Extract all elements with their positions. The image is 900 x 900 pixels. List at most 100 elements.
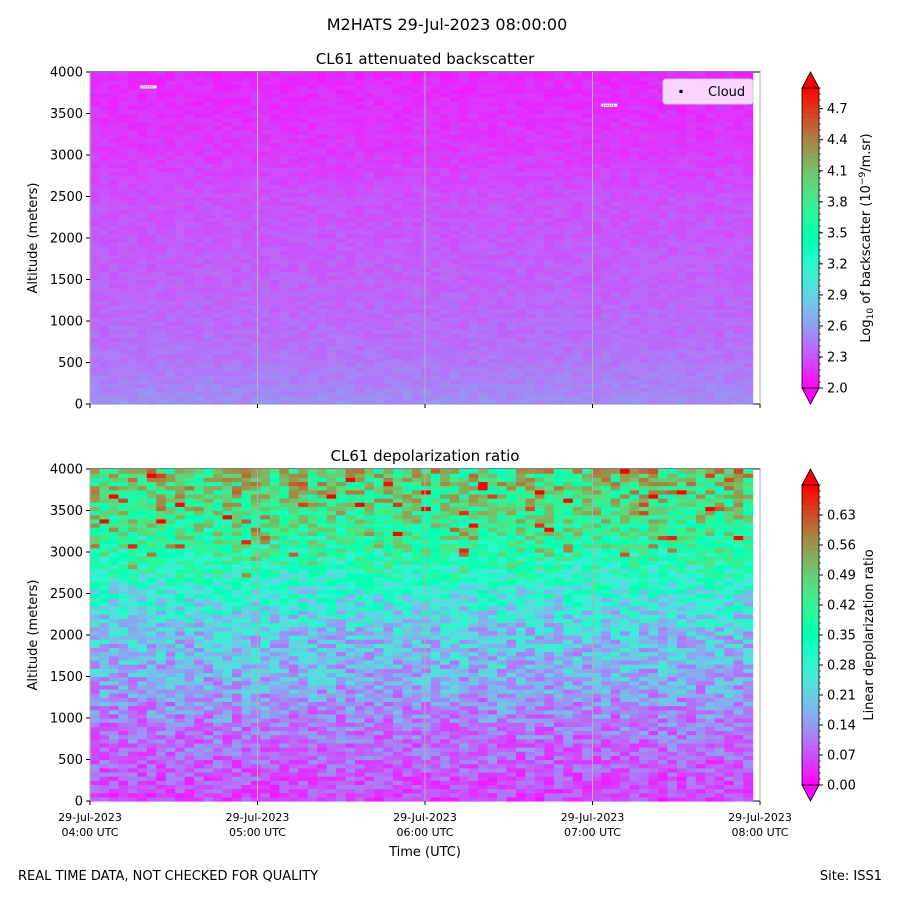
heatmap-cell xyxy=(572,208,583,214)
heatmap-cell xyxy=(705,279,716,285)
heatmap-cell xyxy=(487,217,498,222)
heatmap-cell xyxy=(392,142,403,148)
heatmap-cell xyxy=(468,316,479,322)
heatmap-cell xyxy=(676,159,687,164)
heatmap-cell xyxy=(203,325,214,330)
heatmap-cell xyxy=(90,146,101,152)
heatmap-cell xyxy=(326,325,337,330)
heatmap-cell xyxy=(146,113,157,119)
heatmap-cell xyxy=(364,155,375,160)
heatmap-cell xyxy=(222,287,233,293)
heatmap-cell xyxy=(629,155,640,160)
heatmap-cell xyxy=(194,167,205,173)
heatmap-cell xyxy=(525,208,536,214)
heatmap-cell xyxy=(383,242,394,247)
heatmap-cell xyxy=(108,142,119,148)
heatmap-cell xyxy=(241,333,252,339)
heatmap-cell xyxy=(156,308,167,314)
heatmap-cell xyxy=(591,395,602,401)
heatmap-cell xyxy=(705,233,716,239)
heatmap-cell xyxy=(724,233,735,239)
heatmap-cell xyxy=(459,337,470,343)
heatmap-cell xyxy=(392,175,403,181)
heatmap-cell xyxy=(506,337,517,343)
heatmap-cell xyxy=(639,300,650,305)
heatmap-cell xyxy=(222,242,233,247)
heatmap-cell xyxy=(544,113,555,119)
heatmap-cell xyxy=(534,163,545,169)
heatmap-cell xyxy=(676,387,687,393)
heatmap-cell xyxy=(421,159,432,164)
heatmap-cell xyxy=(610,130,621,135)
heatmap-cell xyxy=(714,262,725,268)
heatmap-cell xyxy=(553,188,564,193)
heatmap-cell xyxy=(288,113,299,119)
heatmap-cell xyxy=(620,341,631,347)
heatmap-cell xyxy=(165,167,176,173)
heatmap-cell xyxy=(648,337,659,343)
heatmap-cell xyxy=(582,113,593,119)
heatmap-cell xyxy=(213,250,224,256)
heatmap-cell xyxy=(686,159,697,164)
heatmap-cell xyxy=(582,399,593,405)
heatmap-cell xyxy=(99,333,110,339)
heatmap-cell xyxy=(487,229,498,235)
heatmap-cell xyxy=(383,113,394,119)
heatmap-cell xyxy=(231,370,243,376)
heatmap-cell xyxy=(639,267,650,272)
heatmap-cell xyxy=(430,155,441,160)
heatmap-cell xyxy=(440,188,451,193)
heatmap-cell xyxy=(487,225,498,231)
heatmap-cell xyxy=(553,254,564,260)
heatmap-cell xyxy=(515,316,527,322)
heatmap-cell xyxy=(90,188,101,193)
heatmap-cell xyxy=(392,213,403,218)
heatmap-cell xyxy=(421,366,432,372)
heatmap-cell xyxy=(355,146,366,152)
heatmap-cell xyxy=(108,267,119,272)
heatmap-cell xyxy=(468,217,479,222)
heatmap-cell xyxy=(620,213,631,218)
heatmap-cell xyxy=(156,391,167,397)
heatmap-cell xyxy=(250,283,261,289)
heatmap-cell xyxy=(373,233,385,239)
heatmap-cell xyxy=(553,246,564,252)
heatmap-cell xyxy=(175,125,186,131)
heatmap-cell xyxy=(487,325,498,330)
heatmap-cell xyxy=(317,238,328,243)
heatmap-cell xyxy=(525,350,536,355)
heatmap-cell xyxy=(345,362,356,368)
heatmap-cell xyxy=(250,213,261,218)
heatmap-cell xyxy=(733,395,744,401)
heatmap-cell xyxy=(743,279,754,285)
heatmap-cell xyxy=(194,395,205,401)
heatmap-cell xyxy=(326,125,337,131)
heatmap-cell xyxy=(421,271,432,276)
heatmap-cell xyxy=(468,287,479,293)
heatmap-cell xyxy=(269,121,280,127)
heatmap-cell xyxy=(127,192,138,198)
heatmap-cell xyxy=(544,146,555,152)
heatmap-cell xyxy=(392,192,403,198)
heatmap-cell xyxy=(307,242,318,247)
heatmap-cell xyxy=(203,370,214,376)
heatmap-cell xyxy=(525,358,536,364)
heatmap-cell xyxy=(118,262,129,268)
heatmap-cell xyxy=(326,155,337,160)
heatmap-cell xyxy=(269,287,280,293)
heatmap-cell xyxy=(317,134,328,139)
heatmap-cell xyxy=(402,262,413,268)
heatmap-cell xyxy=(108,134,119,139)
heatmap-cell xyxy=(231,362,243,368)
heatmap-cell xyxy=(260,321,271,326)
heatmap-cell xyxy=(515,229,527,235)
heatmap-cell xyxy=(165,142,176,148)
heatmap-cell xyxy=(146,217,157,222)
heatmap-cell xyxy=(118,383,129,388)
heatmap-cell xyxy=(544,242,555,247)
heatmap-cell xyxy=(345,391,356,397)
heatmap-cell xyxy=(279,167,290,173)
heatmap-cell xyxy=(373,188,385,193)
heatmap-cell xyxy=(231,379,243,384)
heatmap-cell xyxy=(695,167,706,173)
